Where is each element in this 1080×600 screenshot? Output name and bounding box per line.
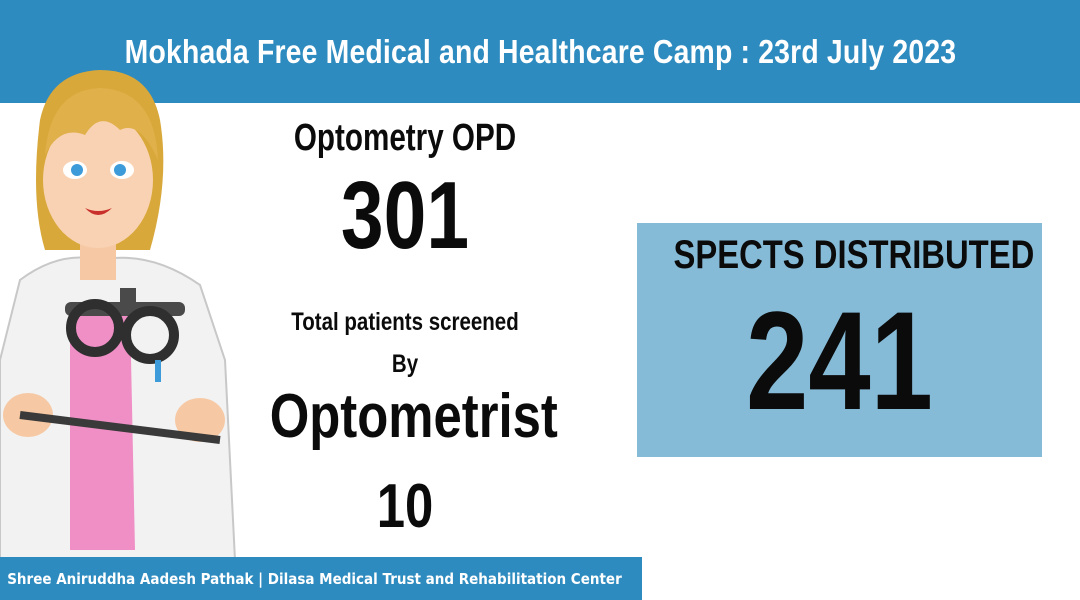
by-label: By — [391, 350, 419, 378]
optometrist-count: 10 — [376, 472, 434, 541]
optometry-opd-label: Optometry OPD — [293, 117, 517, 159]
optometry-opd-value: 301 — [340, 162, 470, 269]
header-banner: Mokhada Free Medical and Healthcare Camp… — [0, 0, 1080, 103]
footer-banner: Shree Aniruddha Aadesh Pathak | Dilasa M… — [0, 557, 642, 600]
optometrist-label: Optometrist — [269, 382, 558, 451]
spects-distributed-card: SPECTS DISTRIBUTED 241 — [637, 223, 1042, 457]
page-title: Mokhada Free Medical and Healthcare Camp… — [124, 32, 956, 70]
optometrist-holding-trial-frame-icon — [0, 70, 237, 560]
spects-distributed-value: 241 — [746, 282, 933, 439]
patients-screened-label: Total patients screened — [291, 308, 519, 336]
spects-distributed-label: SPECTS DISTRIBUTED — [673, 233, 1035, 277]
footer-credit: Shree Aniruddha Aadesh Pathak | Dilasa M… — [7, 569, 622, 588]
